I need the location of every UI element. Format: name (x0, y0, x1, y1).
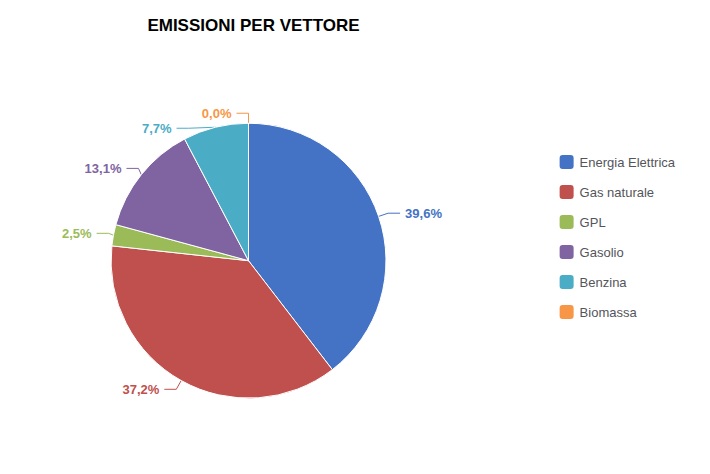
svg-text:EMISSIONI PER VETTORE: EMISSIONI PER VETTORE (147, 16, 359, 35)
svg-text:Gas naturale: Gas naturale (580, 185, 654, 200)
svg-text:7,7%: 7,7% (142, 121, 172, 136)
svg-text:Energia Elettrica: Energia Elettrica (580, 155, 676, 170)
svg-text:GPL: GPL (580, 215, 606, 230)
svg-text:Benzina: Benzina (580, 275, 628, 290)
svg-text:Biomassa: Biomassa (580, 305, 638, 320)
svg-text:37,2%: 37,2% (122, 382, 159, 397)
svg-text:39,6%: 39,6% (405, 206, 442, 221)
svg-text:13,1%: 13,1% (85, 161, 122, 176)
svg-text:Gasolio: Gasolio (580, 245, 624, 260)
svg-text:2,5%: 2,5% (62, 226, 92, 241)
svg-text:0,0%: 0,0% (202, 106, 232, 121)
